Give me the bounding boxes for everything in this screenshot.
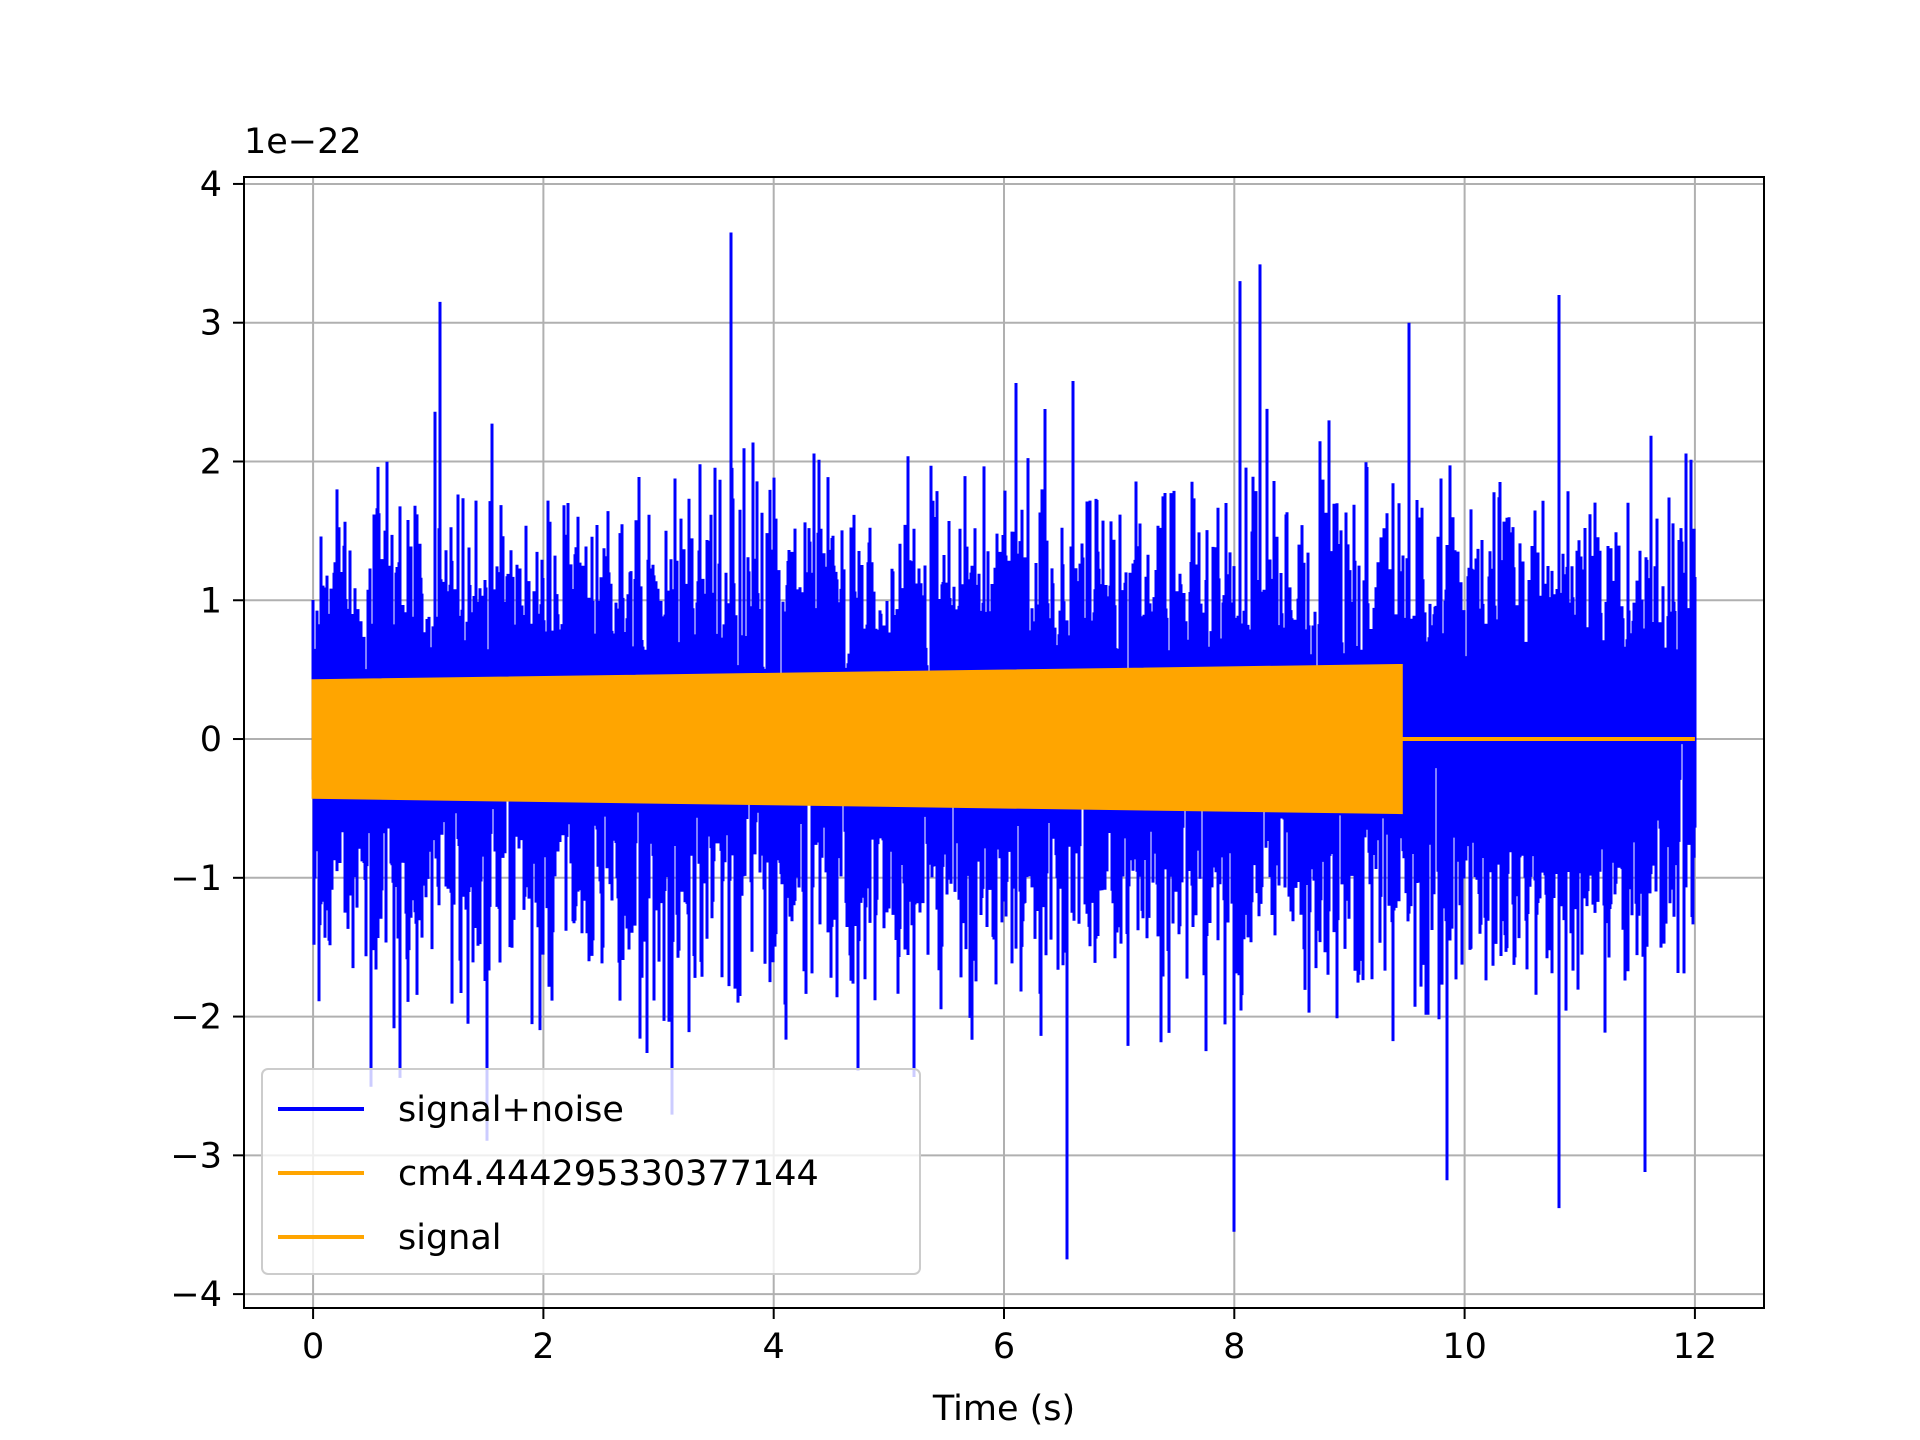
y-offset-label: 1e−22 bbox=[244, 122, 362, 162]
legend-label: signal bbox=[398, 1218, 502, 1258]
y-tick-label: 1 bbox=[200, 581, 222, 621]
legend-label: signal+noise bbox=[398, 1090, 624, 1130]
y-tick-label: −4 bbox=[170, 1275, 222, 1315]
y-tick-label: 2 bbox=[200, 442, 222, 482]
x-tick-label: 12 bbox=[1673, 1327, 1718, 1367]
y-tick-label: −3 bbox=[170, 1136, 222, 1176]
series-layer bbox=[311, 232, 1697, 1260]
y-tick-label: −1 bbox=[170, 859, 222, 899]
series-cm-chirp-band bbox=[311, 663, 1403, 815]
x-tick-label: 10 bbox=[1442, 1327, 1487, 1367]
x-tick-label: 2 bbox=[532, 1327, 554, 1367]
legend-box bbox=[261, 1068, 921, 1275]
y-tick-label: 3 bbox=[200, 304, 222, 344]
y-tick-label: 4 bbox=[200, 165, 222, 205]
x-axis-label: Time (s) bbox=[932, 1389, 1075, 1429]
x-tick-label: 8 bbox=[1223, 1327, 1245, 1367]
x-tick-label: 0 bbox=[302, 1327, 324, 1367]
x-tick-label: 4 bbox=[763, 1327, 785, 1367]
legend: signal+noise cm4.444295330377144 signal bbox=[261, 1068, 921, 1275]
y-tick-label: 0 bbox=[200, 720, 222, 760]
legend-label: cm4.444295330377144 bbox=[398, 1154, 819, 1194]
x-tick-label: 6 bbox=[993, 1327, 1015, 1367]
y-tick-label: −2 bbox=[170, 998, 222, 1038]
